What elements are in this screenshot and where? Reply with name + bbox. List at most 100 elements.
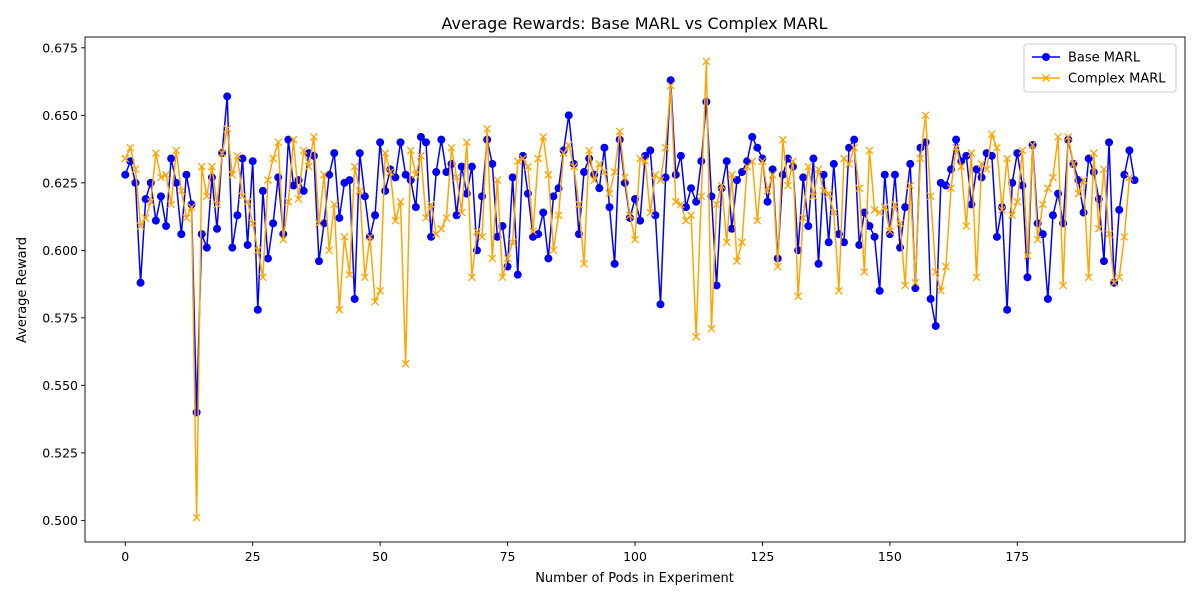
data-point — [437, 224, 446, 233]
data-point — [177, 186, 186, 195]
data-point — [330, 149, 339, 158]
data-point — [182, 170, 191, 179]
data-point — [926, 294, 935, 303]
data-point — [758, 157, 767, 166]
data-point — [753, 216, 762, 225]
data-point — [661, 173, 670, 182]
data-point — [641, 151, 650, 160]
data-point — [702, 57, 711, 66]
data-point — [437, 135, 446, 144]
data-point — [478, 232, 487, 241]
data-point — [860, 267, 869, 276]
data-point — [992, 143, 1001, 152]
data-point — [1038, 200, 1047, 209]
data-point — [763, 197, 772, 206]
data-point — [202, 192, 211, 201]
data-point — [1105, 230, 1114, 239]
data-point — [753, 143, 762, 152]
data-point — [1120, 232, 1129, 241]
data-point — [952, 135, 961, 144]
data-point — [804, 222, 813, 231]
legend-marker — [1042, 53, 1050, 61]
data-point — [646, 208, 655, 217]
data-point — [1054, 189, 1063, 198]
data-point — [870, 205, 879, 214]
x-axis-title: Number of Pods in Experiment — [535, 571, 734, 586]
data-point — [223, 92, 232, 101]
data-point — [213, 200, 221, 209]
data-point — [136, 222, 145, 230]
data-point — [768, 170, 777, 179]
data-point — [850, 143, 859, 152]
data-point — [1003, 305, 1012, 314]
data-point — [564, 111, 573, 120]
data-point — [264, 176, 272, 185]
data-point — [182, 213, 191, 222]
data-point — [309, 151, 318, 160]
data-point — [819, 186, 828, 195]
data-point — [1043, 184, 1052, 193]
data-point — [335, 305, 344, 314]
data-point — [422, 213, 430, 222]
data-point — [299, 146, 308, 155]
data-point — [676, 200, 685, 209]
data-point — [1079, 208, 1088, 217]
data-point — [1054, 132, 1063, 141]
data-point — [253, 305, 262, 314]
data-point — [320, 170, 329, 179]
data-point — [911, 278, 920, 287]
data-point — [916, 154, 925, 163]
data-point — [768, 165, 777, 174]
data-point — [457, 208, 466, 217]
data-point — [386, 168, 395, 176]
data-point — [360, 273, 369, 282]
x-tick-label: 75 — [500, 549, 516, 564]
data-point — [146, 197, 155, 206]
data-point — [620, 173, 629, 182]
data-point — [467, 162, 476, 171]
data-point — [493, 232, 502, 241]
series-line — [124, 60, 1131, 519]
data-point — [870, 232, 879, 241]
data-point — [228, 170, 237, 179]
data-point — [931, 267, 940, 276]
data-point — [513, 157, 522, 166]
data-point — [289, 181, 298, 190]
data-point — [773, 262, 782, 271]
data-point — [197, 162, 206, 171]
data-point — [121, 154, 130, 163]
data-point — [1115, 205, 1124, 214]
data-point — [722, 238, 731, 247]
data-point — [941, 181, 950, 190]
data-point — [809, 154, 818, 163]
data-point — [167, 154, 176, 163]
x-tick-label: 150 — [878, 549, 902, 564]
data-point — [401, 170, 410, 179]
data-point — [156, 173, 165, 182]
data-point — [1094, 224, 1103, 233]
y-axis-title: Average Reward — [15, 237, 30, 343]
data-point — [906, 181, 915, 190]
data-point — [687, 184, 696, 193]
data-point — [503, 254, 512, 263]
data-point — [442, 168, 451, 177]
data-point — [325, 170, 334, 179]
data-point — [228, 243, 237, 252]
data-point — [656, 176, 665, 185]
data-point — [890, 170, 899, 179]
data-point — [539, 132, 548, 141]
x-tick-label: 125 — [751, 549, 775, 564]
data-point — [309, 132, 318, 141]
data-point — [778, 170, 787, 179]
y-tick-label: 0.575 — [42, 310, 78, 325]
data-point — [865, 146, 874, 155]
data-point — [1023, 251, 1032, 260]
data-point — [1018, 146, 1027, 155]
data-point — [340, 232, 349, 241]
data-point — [1099, 257, 1108, 266]
data-point — [1120, 170, 1129, 179]
data-point — [615, 127, 624, 136]
data-point — [585, 146, 594, 155]
data-point — [972, 273, 981, 282]
